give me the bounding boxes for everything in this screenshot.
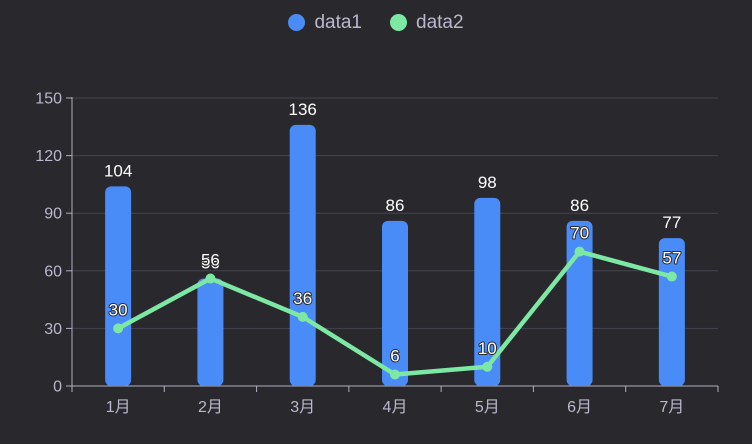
bar-data1-5月[interactable]	[474, 197, 501, 386]
bar-data1-6月[interactable]	[566, 220, 593, 386]
y-axis-label-0: 0	[53, 379, 62, 396]
point-data2-4月[interactable]	[390, 369, 400, 380]
x-axis-label-2: 2月	[198, 399, 223, 416]
legend-marker-circle-icon	[390, 13, 407, 31]
bar-value-label-3月: 136	[289, 100, 317, 119]
bar-value-label-5月: 98	[478, 173, 497, 192]
x-axis-label-1: 1月	[106, 399, 131, 416]
y-axis-label-30: 30	[44, 321, 62, 338]
y-axis-label-90: 90	[44, 206, 62, 223]
bar-data1-1月[interactable]	[105, 186, 132, 386]
point-data2-2月[interactable]	[205, 273, 216, 284]
x-axis-label-5: 5月	[475, 399, 500, 416]
x-axis-label-6: 6月	[567, 399, 592, 416]
bar-data1-3月[interactable]	[289, 124, 316, 386]
legend-label: data1	[314, 11, 362, 33]
point-data2-1月[interactable]	[113, 323, 124, 334]
bar-value-label-2月: 56	[201, 253, 220, 272]
legend: data1 data2	[0, 10, 752, 34]
legend-marker-circle-icon	[288, 13, 306, 31]
point-data2-6月[interactable]	[574, 246, 585, 257]
y-axis-label-120: 120	[35, 148, 62, 165]
bar-value-label-7月: 77	[662, 213, 681, 232]
x-axis-label-4: 4月	[383, 399, 408, 416]
legend-item-data1[interactable]: data1	[288, 13, 362, 32]
bar-value-label-4月: 86	[386, 196, 405, 215]
line-value-label-5月: 10	[478, 339, 497, 358]
bar-value-label-6月: 86	[570, 196, 589, 215]
bar-data1-2月[interactable]	[197, 278, 224, 386]
line-value-label-1月: 30	[109, 300, 128, 319]
legend-label: data2	[416, 11, 464, 33]
legend-item-data2[interactable]: data2	[390, 13, 464, 32]
line-value-label-2月: 56	[201, 250, 220, 269]
bar-data1-4月[interactable]	[382, 220, 408, 386]
point-data2-7月[interactable]	[666, 271, 677, 282]
bar-value-label-1月: 104	[104, 161, 132, 180]
y-axis-label-150: 150	[35, 91, 62, 108]
line-value-label-3月: 36	[293, 289, 312, 308]
point-data2-5月[interactable]	[482, 361, 493, 372]
line-value-label-4月: 6	[390, 346, 399, 365]
x-axis-label-3: 3月	[290, 399, 315, 416]
line-value-label-6月: 70	[570, 224, 589, 243]
y-axis-label-60: 60	[44, 263, 62, 280]
point-data2-3月[interactable]	[297, 311, 308, 322]
line-value-label-7月: 57	[662, 249, 681, 268]
x-axis-label-7: 7月	[659, 399, 684, 416]
